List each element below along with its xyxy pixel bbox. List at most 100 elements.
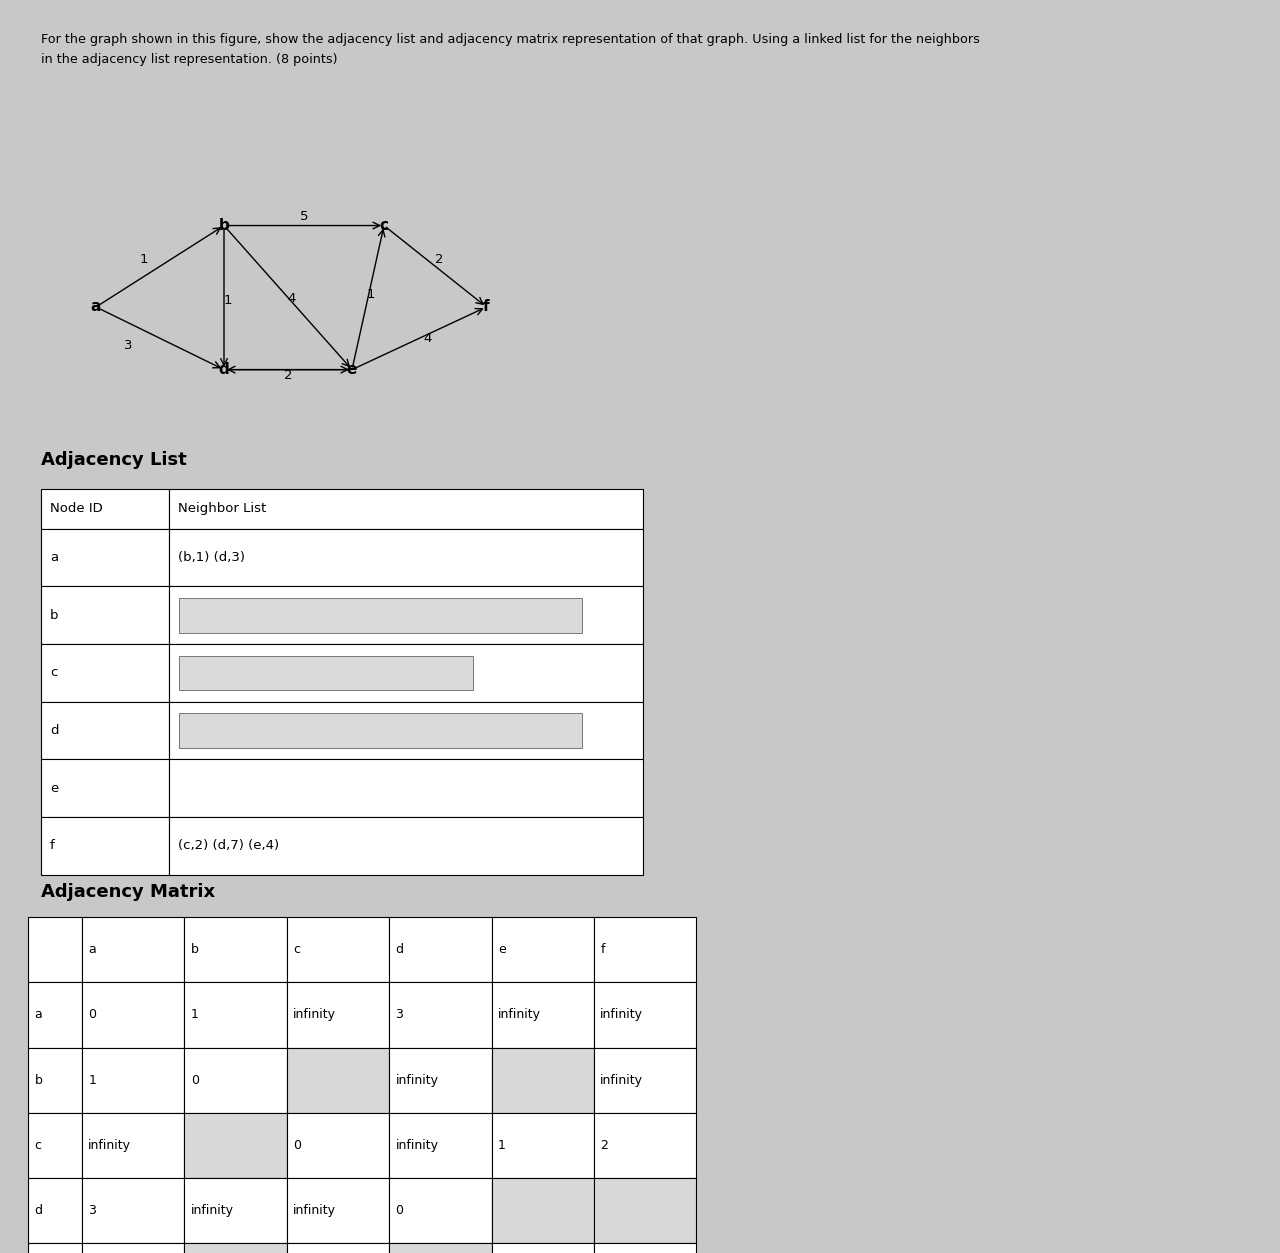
Text: d: d: [35, 1204, 42, 1217]
Text: c: c: [35, 1139, 41, 1152]
Bar: [184, 1243, 287, 1253]
Text: 4: 4: [424, 332, 431, 345]
Text: Adjacency Matrix: Adjacency Matrix: [41, 883, 215, 901]
Bar: [41, 586, 169, 644]
Text: Adjacency List: Adjacency List: [41, 451, 187, 469]
Text: e: e: [347, 362, 357, 377]
Text: 0: 0: [293, 1139, 301, 1152]
Bar: [389, 982, 492, 1048]
Text: (c,2) (d,7) (e,4): (c,2) (d,7) (e,4): [178, 840, 279, 852]
Bar: [389, 1113, 492, 1178]
Bar: [492, 917, 594, 982]
Text: 1: 1: [88, 1074, 96, 1086]
Bar: [287, 1113, 389, 1178]
Bar: [184, 1113, 287, 1178]
Text: 3: 3: [88, 1204, 96, 1217]
Bar: [287, 1178, 389, 1243]
Bar: [169, 817, 643, 875]
Text: a: a: [50, 551, 58, 564]
Bar: [184, 917, 287, 982]
Bar: [179, 713, 581, 748]
Text: 0: 0: [396, 1204, 403, 1217]
Text: d: d: [219, 362, 229, 377]
Text: 5: 5: [301, 211, 308, 223]
Bar: [594, 1178, 696, 1243]
Text: infinity: infinity: [498, 1009, 541, 1021]
Text: 0: 0: [88, 1009, 96, 1021]
Bar: [594, 1048, 696, 1113]
Text: infinity: infinity: [88, 1139, 132, 1152]
Bar: [28, 1243, 82, 1253]
Text: infinity: infinity: [191, 1204, 234, 1217]
Bar: [389, 1243, 492, 1253]
Text: 4: 4: [288, 292, 296, 304]
Bar: [179, 655, 472, 690]
Text: f: f: [600, 944, 605, 956]
Bar: [492, 1178, 594, 1243]
Bar: [287, 1243, 389, 1253]
Text: a: a: [91, 299, 101, 315]
Text: 1: 1: [140, 253, 147, 266]
Text: a: a: [88, 944, 96, 956]
Text: Node ID: Node ID: [50, 502, 102, 515]
Bar: [41, 817, 169, 875]
Bar: [28, 982, 82, 1048]
Bar: [82, 917, 184, 982]
Text: f: f: [50, 840, 55, 852]
Bar: [492, 1048, 594, 1113]
Bar: [179, 598, 581, 633]
Bar: [28, 1113, 82, 1178]
Bar: [169, 702, 643, 759]
Text: e: e: [498, 944, 506, 956]
Text: 2: 2: [284, 370, 292, 382]
Text: Neighbor List: Neighbor List: [178, 502, 266, 515]
Bar: [82, 1178, 184, 1243]
Text: For the graph shown in this figure, show the adjacency list and adjacency matrix: For the graph shown in this figure, show…: [41, 33, 979, 45]
Bar: [287, 917, 389, 982]
Text: c: c: [379, 218, 389, 233]
Text: f: f: [483, 299, 490, 315]
Bar: [492, 1113, 594, 1178]
Bar: [389, 1178, 492, 1243]
Bar: [184, 982, 287, 1048]
Bar: [594, 1243, 696, 1253]
Bar: [82, 1048, 184, 1113]
Text: c: c: [50, 667, 58, 679]
Text: infinity: infinity: [396, 1139, 439, 1152]
Bar: [28, 917, 82, 982]
Bar: [492, 1243, 594, 1253]
Bar: [594, 1113, 696, 1178]
Text: 1: 1: [191, 1009, 198, 1021]
Text: b: b: [219, 218, 229, 233]
Bar: [28, 1178, 82, 1243]
Text: infinity: infinity: [600, 1074, 644, 1086]
Bar: [169, 759, 643, 817]
Text: 1: 1: [498, 1139, 506, 1152]
Bar: [287, 982, 389, 1048]
Bar: [169, 489, 643, 529]
Bar: [287, 1048, 389, 1113]
Text: d: d: [50, 724, 59, 737]
Bar: [169, 586, 643, 644]
Bar: [169, 644, 643, 702]
Text: b: b: [191, 944, 198, 956]
Text: in the adjacency list representation. (8 points): in the adjacency list representation. (8…: [41, 53, 338, 65]
Text: 3: 3: [124, 340, 132, 352]
Bar: [594, 917, 696, 982]
Bar: [389, 1048, 492, 1113]
Bar: [389, 917, 492, 982]
Text: a: a: [35, 1009, 42, 1021]
Bar: [594, 982, 696, 1048]
Bar: [41, 759, 169, 817]
Bar: [82, 982, 184, 1048]
Text: (b,1) (d,3): (b,1) (d,3): [178, 551, 244, 564]
Text: 0: 0: [191, 1074, 198, 1086]
Bar: [28, 1048, 82, 1113]
Bar: [41, 644, 169, 702]
Text: 2: 2: [435, 253, 443, 266]
Text: infinity: infinity: [396, 1074, 439, 1086]
Bar: [41, 702, 169, 759]
Text: b: b: [35, 1074, 42, 1086]
Text: 3: 3: [396, 1009, 403, 1021]
Text: 2: 2: [600, 1139, 608, 1152]
